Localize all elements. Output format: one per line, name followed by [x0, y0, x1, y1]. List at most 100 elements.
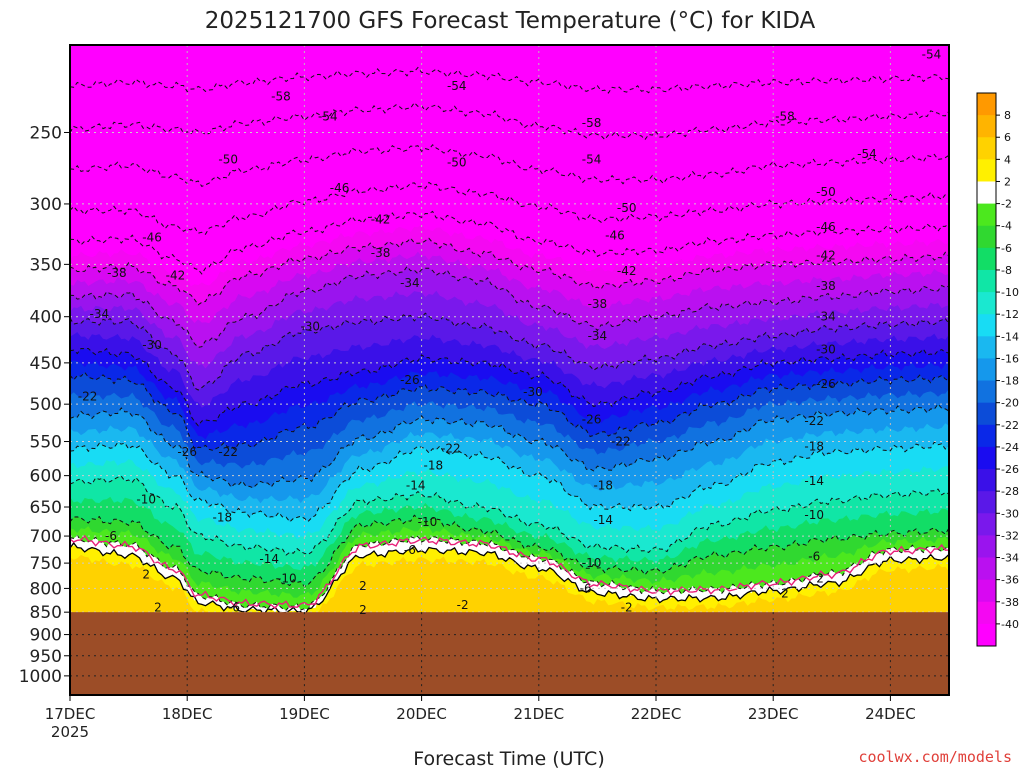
colorbar-swatch: [977, 247, 996, 271]
colorbar-swatch: [977, 402, 996, 426]
colorbar-swatch: [977, 314, 996, 337]
contour-label: -50: [218, 153, 238, 167]
colorbar-swatch: [977, 225, 996, 249]
x-axis-label: Forecast Time (UTC): [413, 748, 604, 768]
x-tick-label: 24DEC: [865, 705, 916, 723]
colorbar-swatch: [977, 336, 996, 359]
contour-label: -18: [804, 439, 824, 453]
contour--30: [70, 312, 949, 391]
contour-label: -2: [457, 598, 469, 612]
contour-label: -14: [593, 513, 613, 527]
contour--18: [70, 403, 949, 489]
colorbar-label: 2: [1004, 175, 1011, 188]
ground-mask: [70, 612, 949, 695]
x-tick-label: 20DEC: [396, 705, 447, 723]
x-tick-label: 17DEC: [45, 705, 96, 723]
y-tick-label: 550: [30, 433, 62, 453]
colorbar-swatch: [977, 557, 996, 581]
contour-label: -34: [400, 276, 420, 290]
contour-label: -50: [447, 156, 467, 170]
y-tick-label: 400: [30, 308, 62, 328]
contour-label: -54: [447, 79, 467, 93]
colorbar-swatch: [977, 93, 996, 116]
x-tick-label: 18DEC: [162, 705, 213, 723]
colorbar-swatch: [977, 159, 996, 182]
contour-label: 2: [142, 567, 150, 581]
colorbar-label: -14: [1001, 330, 1019, 343]
contour-label: -18: [213, 511, 233, 525]
contour-label: -6: [228, 601, 240, 615]
x-tick-label: 23DEC: [748, 705, 799, 723]
contour--34: [70, 265, 949, 348]
contour-label: -6: [404, 543, 416, 557]
contour-label: -46: [816, 220, 836, 234]
y-tick-label: 450: [30, 354, 62, 374]
contour-label: -22: [804, 414, 824, 428]
colorbar-label: -30: [1001, 507, 1019, 520]
colorbar-swatch: [977, 380, 996, 404]
contour-label: -34: [816, 310, 836, 324]
contour--10: [70, 475, 949, 556]
contour-label: -18: [593, 478, 613, 492]
contour-label: -6: [808, 549, 820, 563]
contour--26: [70, 347, 949, 427]
contour-label: -42: [816, 248, 836, 262]
contour-label: -38: [371, 246, 391, 260]
colorbar-swatch: [977, 469, 996, 492]
y-axis: 250 300 350 400 450 500 550 600 650 700 750 800 850 9…: [19, 123, 70, 687]
colorbar-swatch: [977, 115, 996, 138]
x-tick-label: 19DEC: [279, 705, 330, 723]
y-tick-label: 750: [30, 554, 62, 574]
y-tick-label: 500: [30, 395, 62, 415]
colorbar-swatch: [977, 292, 996, 315]
x-tick-sublabel: 2025: [51, 723, 89, 741]
contour-label: -58: [582, 116, 602, 130]
contour-label: 2: [816, 571, 824, 585]
colorbar-swatch: [977, 535, 996, 559]
contour-label: -50: [617, 201, 637, 215]
colorbar-label: -38: [1001, 596, 1019, 609]
contour-label: -22: [441, 442, 461, 456]
colorbar-swatch: [977, 181, 996, 205]
contour-labels: -54 -54 -58 -54 -58 -58 -50 -50 -54 -54 -46 -50 -50 -…: [78, 48, 941, 617]
contour-label: -14: [259, 552, 279, 566]
y-tick-label: 950: [30, 647, 62, 667]
contour-label: -30: [523, 385, 543, 399]
contour-label: -30: [142, 338, 162, 352]
contour-label: -46: [330, 181, 350, 195]
contour-label: -30: [300, 319, 320, 333]
contour--38: [70, 237, 949, 306]
x-tick-label: 22DEC: [631, 705, 682, 723]
contour-label: -34: [588, 329, 608, 343]
contour-label: -58: [271, 89, 291, 103]
contour-label: -58: [775, 109, 795, 123]
contour-label: -10: [582, 556, 602, 570]
colorbar-swatch: [977, 446, 996, 470]
contour-label: -42: [166, 268, 186, 282]
contour-label: 2: [154, 601, 162, 615]
contour-label: -54: [922, 48, 942, 62]
colorbar-label: 4: [1004, 153, 1011, 166]
contour-label: -10: [418, 515, 438, 529]
y-tick-label: 800: [30, 579, 62, 599]
y-tick-label: 600: [30, 467, 62, 487]
colorbar-label: -10: [1001, 286, 1019, 299]
contour--42: [70, 210, 949, 275]
contour-label: -10: [277, 571, 297, 585]
contour--50: [70, 144, 949, 188]
colorbar-swatch: [977, 269, 996, 293]
contour--6: [70, 514, 949, 588]
contour-label: -22: [611, 435, 631, 449]
contour-label: -18: [424, 459, 444, 473]
contour-label: -6: [580, 581, 592, 595]
colorbar-label: -36: [1001, 574, 1019, 587]
contour-label: -26: [400, 373, 420, 387]
contour-label: -38: [588, 297, 608, 311]
colorbar-label: -4: [1001, 220, 1012, 233]
colorbar-swatch: [977, 601, 996, 625]
contour-label: -46: [142, 231, 162, 245]
contour-label: -22: [218, 445, 238, 459]
colorbar-label: -8: [1001, 264, 1012, 277]
contour-2: [70, 541, 949, 617]
